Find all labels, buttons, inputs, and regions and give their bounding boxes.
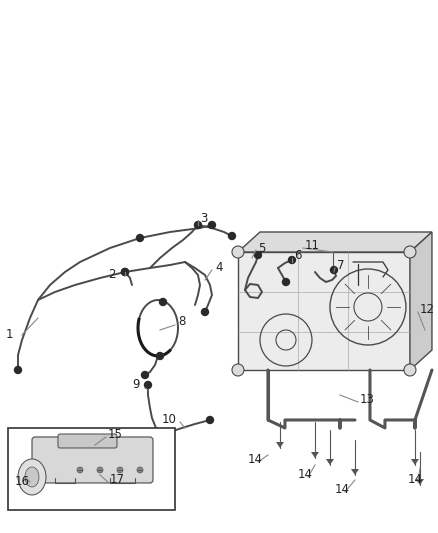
Circle shape [137,467,143,473]
Text: 10: 10 [162,414,177,426]
FancyBboxPatch shape [58,434,117,448]
Circle shape [289,256,296,263]
Polygon shape [311,452,319,458]
FancyBboxPatch shape [8,428,175,510]
Ellipse shape [18,459,46,495]
Text: 8: 8 [178,316,185,328]
Text: 14: 14 [248,454,263,466]
Text: 13: 13 [360,393,375,407]
Polygon shape [411,459,419,465]
Circle shape [14,367,21,374]
FancyBboxPatch shape [32,437,153,483]
Polygon shape [238,232,432,252]
Circle shape [156,352,163,359]
Text: 9: 9 [132,378,139,391]
Text: 2: 2 [108,269,116,281]
Circle shape [201,309,208,316]
Circle shape [404,246,416,258]
Text: 4: 4 [215,262,223,274]
Circle shape [208,222,215,229]
Circle shape [254,252,261,259]
Circle shape [159,298,166,305]
Polygon shape [238,252,410,370]
Text: 12: 12 [420,303,435,317]
Polygon shape [326,459,334,465]
Circle shape [229,232,236,239]
Circle shape [137,235,144,241]
Circle shape [121,269,128,276]
Text: 14: 14 [335,483,350,496]
Text: 15: 15 [108,429,123,441]
Text: 14: 14 [408,473,423,487]
Text: 14: 14 [298,469,313,481]
Circle shape [117,467,123,473]
Circle shape [330,266,337,273]
Circle shape [283,279,290,286]
Polygon shape [410,232,432,370]
Text: 16: 16 [15,475,30,488]
Circle shape [77,467,83,473]
Circle shape [232,364,244,376]
Polygon shape [351,469,359,475]
Circle shape [97,467,103,473]
Circle shape [194,222,201,229]
Text: 6: 6 [294,248,301,262]
Text: 11: 11 [305,238,320,252]
Circle shape [141,372,148,378]
Polygon shape [276,442,284,448]
Circle shape [206,416,213,424]
Text: 3: 3 [200,212,207,224]
Circle shape [121,269,128,276]
Text: 1: 1 [6,328,14,342]
Ellipse shape [25,467,39,487]
Circle shape [232,246,244,258]
Circle shape [145,382,152,389]
Text: 17: 17 [110,473,125,487]
Text: 5: 5 [258,241,265,254]
Polygon shape [416,479,424,485]
Circle shape [404,364,416,376]
Text: 7: 7 [337,259,344,271]
